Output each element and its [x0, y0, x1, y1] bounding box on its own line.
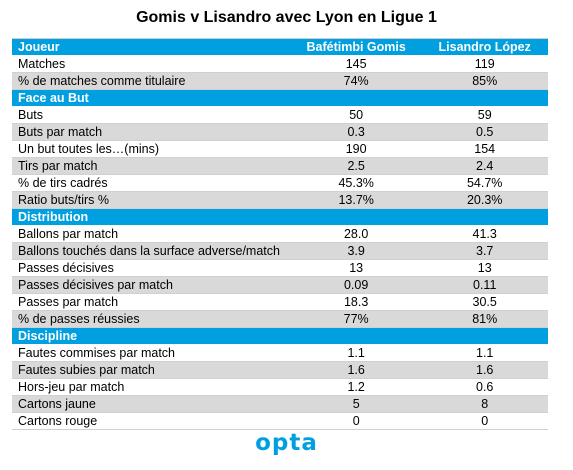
section-header: Face au But: [12, 90, 548, 107]
table-row: Passes décisives par match 0.09 0.11: [12, 277, 548, 294]
header-label: Joueur: [18, 40, 60, 54]
table-body: Matches 145 119 % de matches comme titulair…: [12, 56, 548, 430]
section-label: Distribution: [18, 210, 89, 224]
table-row: Passes décisives 13 13: [12, 260, 548, 277]
stats-table: Joueur Bafétimbi Gomis Lisandro López Ma…: [12, 38, 548, 430]
stat-label: Buts: [18, 108, 44, 122]
table-row: Cartons jaune 5 8: [12, 396, 548, 413]
stat-label: Ratio buts/tirs %: [18, 193, 110, 207]
table-row: Un but toutes les…(mins) 190 154: [12, 141, 548, 158]
player1-value: 13: [349, 261, 364, 275]
stat-label: Passes décisives par match: [18, 278, 173, 292]
player2-value: 119: [474, 57, 495, 71]
player2-value: 0.6: [476, 380, 494, 394]
player1-value: 0.09: [343, 278, 369, 292]
player2-value: 2.4: [476, 159, 494, 173]
table-row: Buts par match 0.3 0.5: [12, 124, 548, 141]
player2-value: 1.1: [476, 346, 494, 360]
stat-label: Fautes subies par match: [18, 363, 155, 377]
table-row: Fautes commises par match 1.1 1.1: [12, 345, 548, 362]
page-title: Gomis v Lisandro avec Lyon en Ligue 1: [136, 9, 437, 26]
table-row: Cartons rouge 0 0: [12, 413, 548, 430]
player1-value: 190: [345, 142, 367, 156]
table-row: % de tirs cadrés 45.3% 54.7%: [12, 175, 548, 192]
stat-label: Ballons touchés dans la surface adverse/…: [18, 244, 280, 258]
player2-value: 154: [474, 142, 496, 156]
table-row: Passes par match 18.3 30.5: [12, 294, 548, 311]
player2-value: 41.3: [472, 227, 497, 241]
player1-value: 0: [352, 414, 360, 428]
stat-label: Matches: [18, 57, 66, 71]
table-row: Tirs par match 2.5 2.4: [12, 158, 548, 175]
stat-label: Cartons jaune: [18, 397, 96, 411]
stat-label: % de tirs cadrés: [18, 176, 108, 190]
player1-value: 3.9: [347, 244, 365, 258]
player2-value: 3.7: [476, 244, 494, 258]
player2-value: 81%: [472, 312, 498, 326]
opta-logo: opta: [255, 430, 318, 456]
player1-value: 50: [349, 108, 364, 122]
player1-value: 18.3: [343, 295, 369, 309]
stat-label: Passes par match: [18, 295, 119, 309]
player2-value: 0: [481, 414, 489, 428]
player1-value: 0.3: [347, 125, 365, 139]
stat-label: % de matches comme titulaire: [18, 74, 186, 88]
table-row: Buts 50 59: [12, 107, 548, 124]
stat-label: Fautes commises par match: [18, 346, 175, 360]
stat-label: Hors-jeu par match: [18, 380, 125, 394]
header-player2: Lisandro López: [438, 40, 531, 54]
table-row: % de passes réussies 77% 81%: [12, 311, 548, 328]
table-row: Ballons par match 28.0 41.3: [12, 226, 548, 243]
header-player1: Bafétimbi Gomis: [306, 40, 406, 54]
player2-value: 30.5: [472, 295, 497, 309]
player2-value: 8: [481, 397, 489, 411]
section-label: Face au But: [18, 91, 89, 105]
table-row: % de matches comme titulaire 74% 85%: [12, 73, 548, 90]
player2-value: 0.11: [473, 278, 497, 292]
player2-value: 59: [477, 108, 492, 122]
player1-value: 77%: [343, 312, 369, 326]
stat-label: % de passes réussies: [18, 312, 140, 326]
table-row: Ballons touchés dans la surface adverse/…: [12, 243, 548, 260]
player1-value: 1.6: [347, 363, 365, 377]
player1-value: 1.1: [347, 346, 365, 360]
player1-value: 2.5: [347, 159, 365, 173]
stat-label: Un but toutes les…(mins): [18, 142, 160, 156]
section-header: Distribution: [12, 209, 548, 226]
player2-value: 1.6: [476, 363, 494, 377]
player1-value: 1.2: [347, 380, 365, 394]
table-row: Ratio buts/tirs % 13.7% 20.3%: [12, 192, 548, 209]
player2-value: 85%: [472, 74, 498, 88]
stat-label: Passes décisives: [18, 261, 114, 275]
table-row: Hors-jeu par match 1.2 0.6: [12, 379, 548, 396]
table-row: Matches 145 119: [12, 56, 548, 73]
table-header: Joueur Bafétimbi Gomis Lisandro López: [12, 39, 548, 56]
player2-value: 0.5: [476, 125, 494, 139]
section-header: Discipline: [12, 328, 548, 345]
section-label: Discipline: [18, 329, 78, 343]
player1-value: 145: [345, 57, 367, 71]
stat-label: Ballons par match: [18, 227, 119, 241]
player2-value: 20.3%: [466, 193, 503, 207]
player1-value: 74%: [343, 74, 369, 88]
player2-value: 54.7%: [466, 176, 503, 190]
player1-value: 28.0: [343, 227, 369, 241]
table-row: Fautes subies par match 1.6 1.6: [12, 362, 548, 379]
stat-label: Tirs par match: [18, 159, 98, 173]
player1-value: 13.7%: [338, 193, 374, 207]
player1-value: 5: [352, 397, 360, 411]
stat-label: Cartons rouge: [18, 414, 98, 428]
stat-label: Buts par match: [18, 125, 103, 139]
player2-value: 13: [477, 261, 492, 275]
player1-value: 45.3%: [338, 176, 374, 190]
